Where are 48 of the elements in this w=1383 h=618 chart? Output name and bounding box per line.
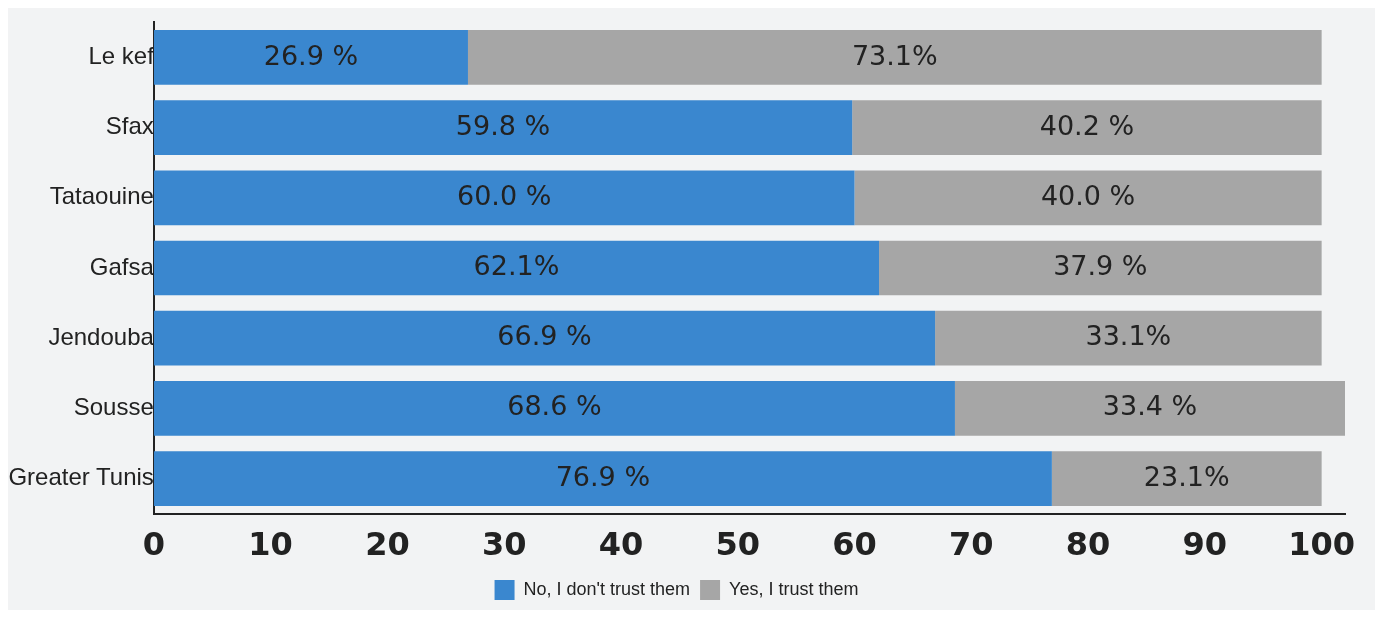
bar bbox=[153, 100, 853, 156]
y-tick-label: Greater Tunis bbox=[8, 463, 154, 491]
legend-label: No, I don't trust them bbox=[523, 578, 691, 599]
data-label: 40.0 % bbox=[1040, 179, 1136, 211]
bar bbox=[1051, 451, 1322, 506]
bar bbox=[935, 310, 1322, 366]
y-tick-label: Sousse bbox=[73, 392, 154, 420]
x-tick-label: 20 bbox=[365, 525, 410, 564]
x-tick-label: 60 bbox=[832, 525, 877, 564]
x-tick-label: 0 bbox=[142, 525, 165, 564]
legend-label: Yes, I trust them bbox=[729, 578, 859, 599]
bar bbox=[153, 30, 468, 85]
data-label: 60.0 % bbox=[456, 179, 552, 211]
y-tick-label: Gafsa bbox=[89, 252, 155, 280]
data-label: 66.9 % bbox=[497, 320, 592, 352]
bar bbox=[852, 100, 1322, 156]
data-label: 33.4 % bbox=[1102, 390, 1198, 422]
bar bbox=[954, 380, 1345, 436]
bar bbox=[153, 451, 1052, 506]
x-tick-label: 90 bbox=[1182, 525, 1228, 564]
bar bbox=[854, 170, 1322, 226]
y-tick-label: Jendouba bbox=[48, 322, 155, 350]
bar bbox=[153, 310, 936, 366]
x-tick-label: 70 bbox=[949, 525, 994, 564]
data-label: 40.2 % bbox=[1039, 109, 1135, 141]
x-tick-label: 30 bbox=[481, 525, 527, 564]
data-label: 62.1% bbox=[473, 250, 560, 282]
bar bbox=[153, 170, 855, 226]
bar bbox=[153, 380, 955, 436]
data-label: 23.1% bbox=[1143, 460, 1230, 492]
x-tick-label: 100 bbox=[1288, 525, 1356, 564]
data-label: 37.9 % bbox=[1053, 250, 1148, 282]
data-label: 26.9 % bbox=[263, 39, 359, 71]
data-label: 59.8 % bbox=[455, 109, 551, 141]
x-tick-label: 10 bbox=[248, 525, 293, 564]
data-label: 73.1% bbox=[851, 39, 938, 71]
bar bbox=[467, 30, 1322, 85]
y-tick-label: Tataouine bbox=[49, 182, 154, 210]
x-tick-label: 40 bbox=[598, 525, 644, 564]
x-tick-label: 80 bbox=[1065, 525, 1111, 564]
data-label: 68.6 % bbox=[507, 390, 602, 422]
y-tick-label: Sfax bbox=[105, 112, 154, 140]
x-tick-label: 50 bbox=[715, 525, 760, 564]
data-label: 76.9 % bbox=[555, 460, 651, 492]
y-tick-label: Le kef bbox=[88, 42, 155, 70]
bar bbox=[879, 240, 1322, 296]
data-label: 33.1% bbox=[1085, 320, 1172, 352]
bar bbox=[153, 240, 880, 296]
